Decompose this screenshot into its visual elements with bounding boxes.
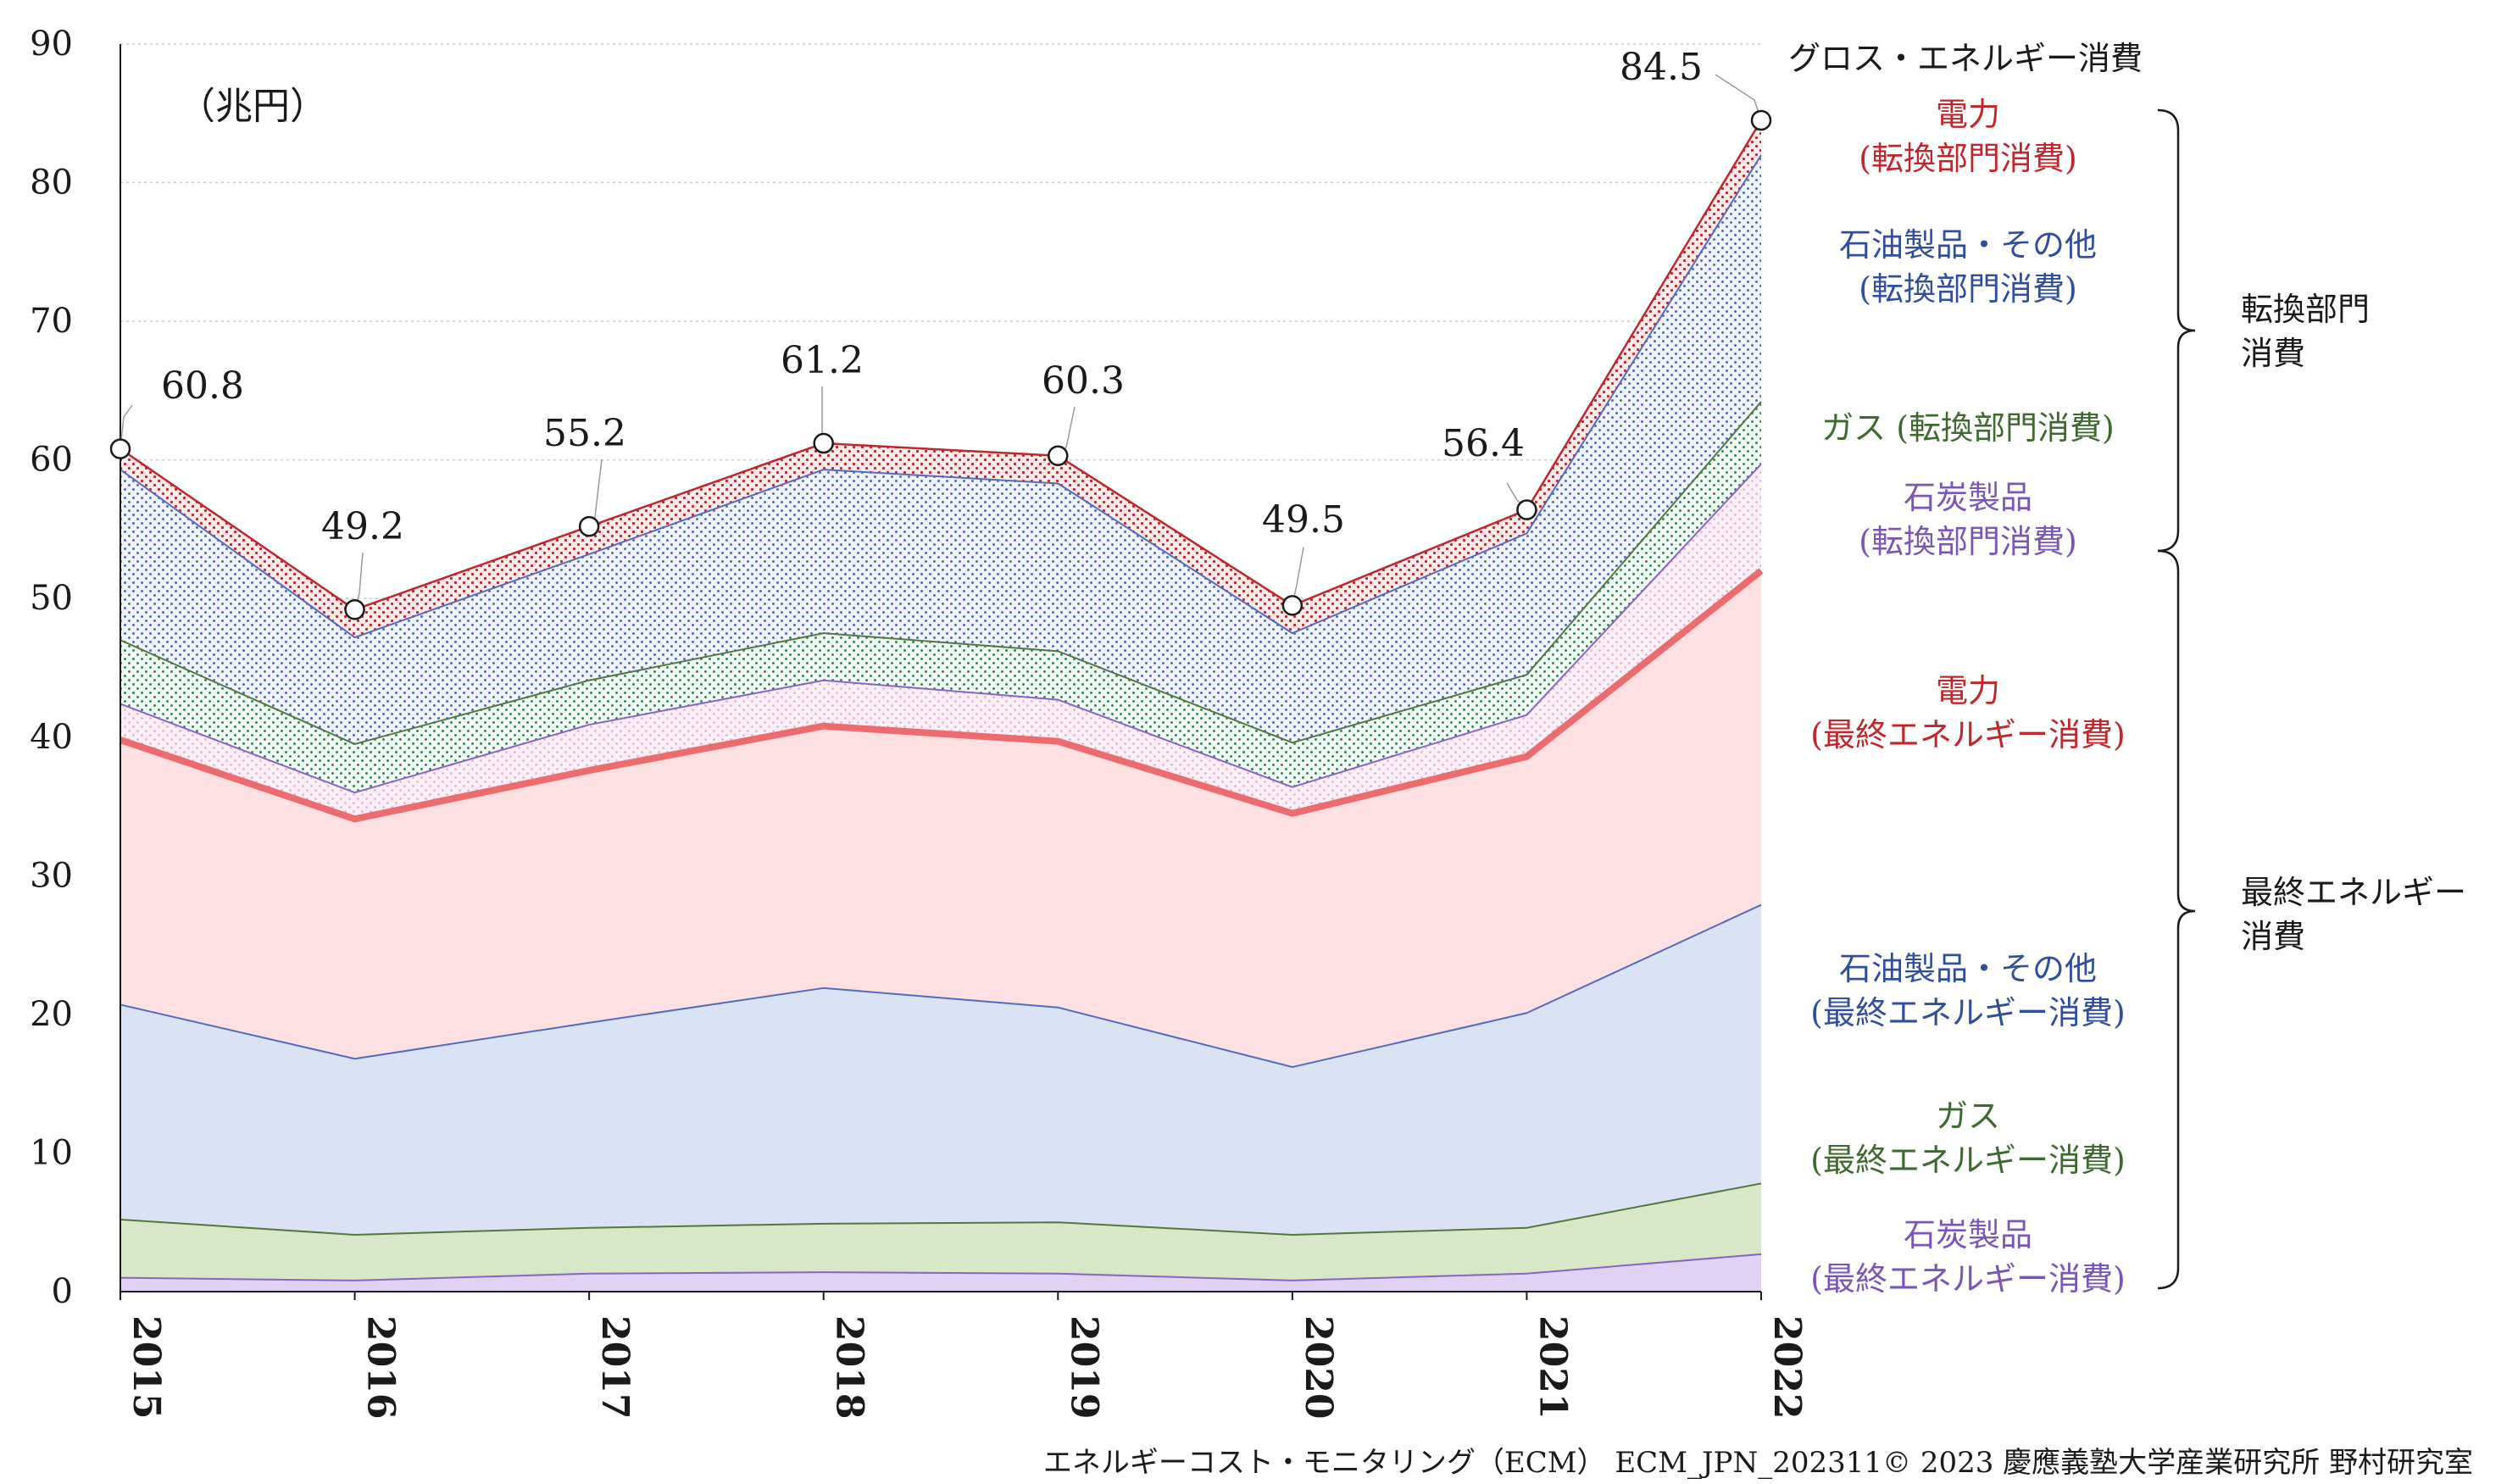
x-tick-label: 2019	[1062, 1315, 1105, 1419]
total-value-label: 55.2	[543, 412, 626, 455]
x-tick-label: 2016	[359, 1315, 403, 1419]
total-marker	[1281, 595, 1303, 616]
line-coal_conv	[120, 463, 1762, 794]
legend-label: (最終エネルギー消費)	[1810, 1260, 2126, 1298]
total-value-label: 49.5	[1262, 498, 1345, 542]
legend-label: 石炭製品	[1904, 1216, 2032, 1253]
total-value-label: 61.2	[781, 339, 864, 382]
area-oil_conv	[120, 154, 1761, 744]
value-leader-line	[120, 404, 133, 449]
x-tick-label: 2018	[828, 1315, 871, 1419]
legend-label: グロス・エネルギー消費	[1788, 40, 2143, 77]
bracket-label: 最終エネルギー	[2241, 874, 2466, 911]
line-gas_conv	[120, 401, 1762, 745]
bracket-label: 消費	[2241, 335, 2305, 372]
series-lines	[119, 119, 1764, 1281]
y-tick-label: 60	[30, 441, 73, 480]
legend-label: 石炭製品	[1904, 479, 2032, 516]
legend-label: (転換部門消費)	[1859, 270, 2077, 308]
legend-label: (最終エネルギー消費)	[1810, 994, 2126, 1031]
total-marker	[344, 599, 365, 620]
legend-label: 電力	[1936, 672, 2000, 709]
total-marker	[1516, 499, 1537, 520]
legend-label: (転換部門消費)	[1859, 140, 2077, 177]
y-tick-label: 80	[30, 164, 73, 203]
x-tick-label: 2021	[1531, 1315, 1574, 1419]
total-value-label: 56.4	[1442, 422, 1525, 465]
x-tick-label: 2022	[1765, 1315, 1809, 1419]
stacked-areas	[120, 119, 1761, 1292]
y-tick-label: 0	[52, 1272, 73, 1311]
legend-label: (最終エネルギー消費)	[1810, 716, 2126, 753]
area-coal_conv	[120, 464, 1761, 820]
area-elec_final	[120, 570, 1761, 1068]
bracket-label: 消費	[2241, 918, 2305, 955]
total-markers: 60.8 49.2 55.2 61.2 60.3 49.5 56.4 84.5	[109, 46, 1772, 620]
y-tick-label: 10	[30, 1133, 73, 1172]
footer-credit: エネルギーコスト・モニタリング（ECM） ECM_JPN_202311© 202…	[1043, 1446, 2473, 1480]
total-marker	[1048, 445, 1069, 467]
y-tick-label: 30	[30, 856, 73, 895]
y-tick-label: 20	[30, 995, 73, 1034]
x-tick-label: 2015	[125, 1315, 168, 1419]
legend-label: ガス (転換部門消費)	[1821, 409, 2115, 447]
legend-label: 石油製品・その他	[1839, 226, 2097, 264]
x-tick-label: 2017	[593, 1315, 636, 1419]
y-tick-label: 90	[30, 25, 73, 64]
area-coal_final	[120, 1253, 1761, 1292]
total-value-label: 49.2	[321, 505, 404, 548]
y-tick-label: 70	[30, 302, 73, 341]
x-tick-label: 2020	[1297, 1315, 1340, 1419]
total-marker	[109, 438, 131, 459]
line-oil_final	[120, 903, 1762, 1069]
legend-label: 電力	[1936, 96, 2000, 133]
area-gas_final	[120, 1183, 1761, 1281]
legend-label: (転換部門消費)	[1859, 523, 2077, 560]
total-marker	[578, 515, 600, 537]
line-elec_final	[119, 568, 1764, 823]
line-gas_final	[120, 1182, 1762, 1236]
total-value-label: 60.8	[161, 364, 244, 408]
legend-brace	[2157, 108, 2196, 553]
unit-label: （兆円）	[178, 85, 327, 128]
legend-label: 石油製品・その他	[1839, 950, 2097, 987]
legend-label: (最終エネルギー消費)	[1810, 1142, 2126, 1179]
line-coal_final	[120, 1253, 1762, 1281]
line-elec_conv	[120, 119, 1763, 611]
area-oil_final	[120, 904, 1761, 1235]
total-value-label: 60.3	[1042, 359, 1125, 403]
total-value-label: 84.5	[1620, 46, 1703, 89]
line-oil_conv	[120, 154, 1762, 639]
total-marker	[1750, 109, 1772, 131]
total-marker	[813, 432, 834, 454]
area-elec_conv	[120, 119, 1761, 638]
axes: 0 10 20 30 40 50 60 70 80 90 2015 2016 2017 2018 2019 2…	[30, 25, 1809, 1419]
y-tick-label: 50	[30, 579, 73, 618]
legend-brace	[2157, 549, 2196, 1290]
bracket-label: 転換部門	[2241, 291, 2370, 328]
area-gas_conv	[120, 401, 1761, 793]
legend-label: ガス	[1936, 1098, 2000, 1135]
y-tick-label: 40	[30, 718, 73, 757]
